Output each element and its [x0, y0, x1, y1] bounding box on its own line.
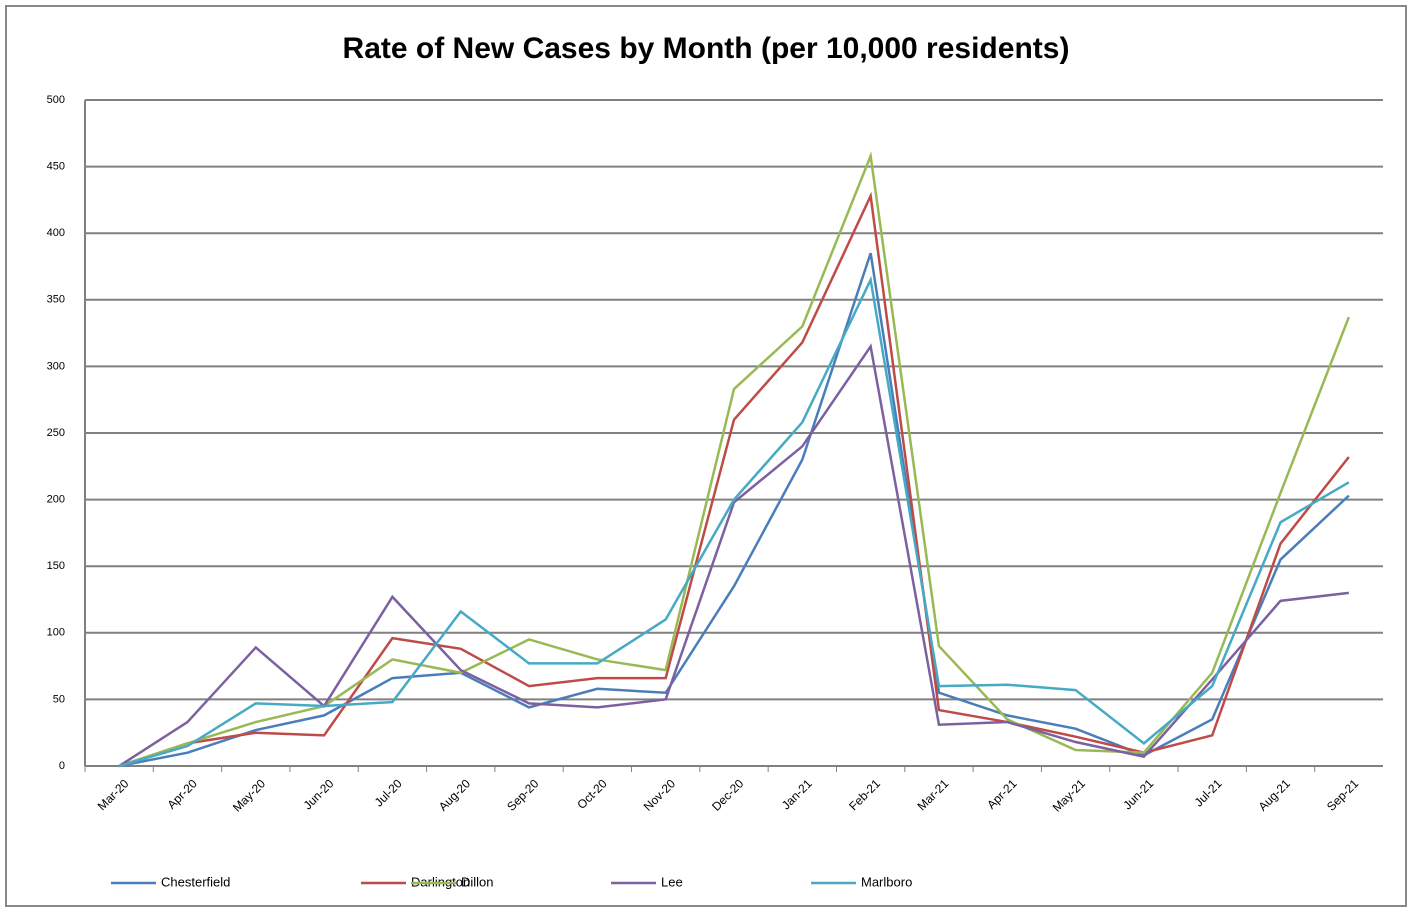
y-tick-label: 150: [47, 560, 65, 572]
y-tick-label: 400: [47, 227, 65, 239]
legend-label: Chesterfield: [161, 874, 230, 889]
chart-border: [5, 5, 1407, 907]
y-tick-label: 50: [53, 693, 65, 705]
legend-label: Lee: [661, 874, 683, 889]
y-tick-label: 0: [59, 760, 65, 772]
series-line: [118, 275, 1350, 768]
y-tick-label: 200: [47, 494, 65, 506]
chart-title: Rate of New Cases by Month (per 10,000 r…: [343, 32, 1070, 65]
y-tick-label: 500: [47, 94, 65, 106]
y-tick-label: 450: [47, 161, 65, 173]
y-tick-label: 250: [47, 427, 65, 439]
y-tick-label: 300: [47, 360, 65, 372]
legend-label: Dillon: [461, 874, 494, 889]
y-tick-label: 100: [47, 627, 65, 639]
legend-label: Marlboro: [861, 874, 912, 889]
y-tick-label: 350: [47, 294, 65, 306]
